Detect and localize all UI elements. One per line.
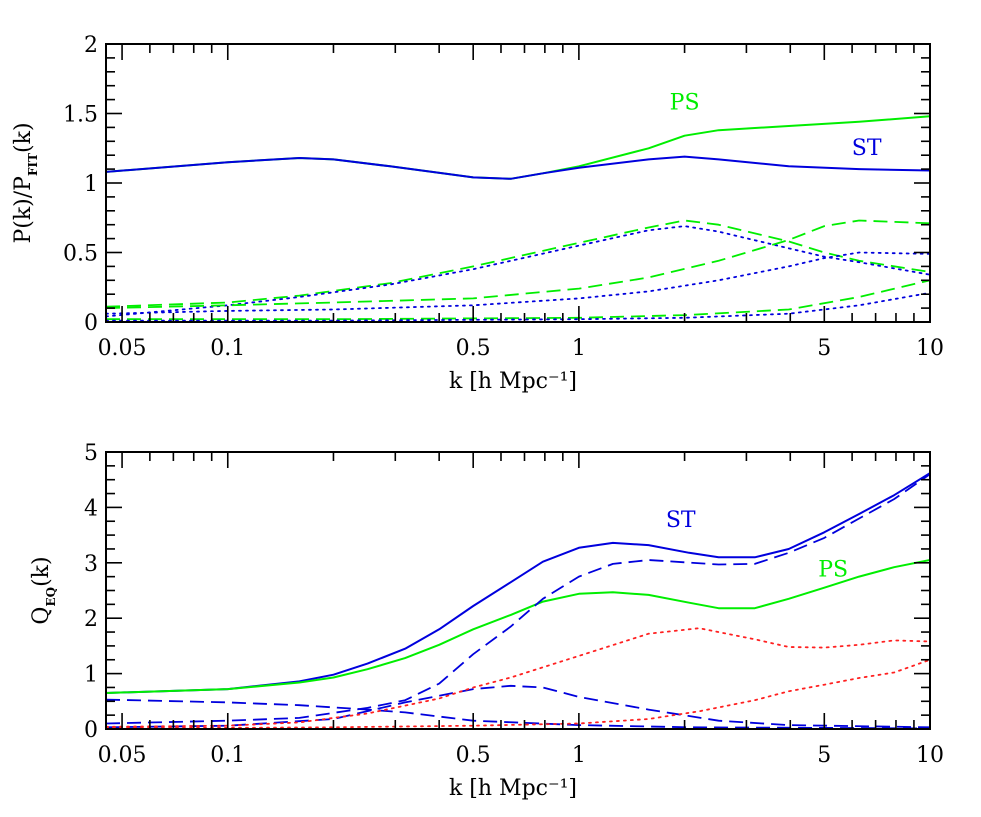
series-red-dotted-lower xyxy=(106,658,930,729)
x-tick-label: 1 xyxy=(572,336,586,361)
x-tick-label: 0.1 xyxy=(210,743,245,768)
series-st-dashed-declining xyxy=(106,698,930,729)
bottom-panel-qeq-plot: 0.05 0.1 0.5 1 5 10 0 1 2 3 4 5 k [h Mpc⁻¹] QEQ(k) ST P… xyxy=(29,441,944,801)
y-tick-label: 1.5 xyxy=(63,103,98,128)
top-panel-ratio-plot: 0.05 0.1 0.5 1 5 10 0 0.5 1 1.5 2 k [h Mpc⁻¹] P(k)/P… xyxy=(11,33,944,394)
series-st-total xyxy=(106,472,930,694)
series-group xyxy=(106,115,930,322)
series-st-dashed-rising xyxy=(106,473,930,725)
plot-frame xyxy=(105,451,931,730)
series-st-component-b xyxy=(106,251,930,315)
y-tick-label: 0.5 xyxy=(63,242,98,267)
y-tick-label: 2 xyxy=(84,33,98,58)
y-ticks xyxy=(106,451,930,730)
y-tick-label: 2 xyxy=(84,607,98,632)
y-tick-label: 0 xyxy=(84,718,98,743)
x-axis-title: k [h Mpc⁻¹] xyxy=(449,776,577,801)
series-ps-component-b xyxy=(106,219,930,309)
plot-frame xyxy=(105,43,931,323)
x-tick-label: 10 xyxy=(916,336,944,361)
y-ticks xyxy=(106,43,930,323)
series-ps-total xyxy=(106,115,930,180)
x-tick-label: 5 xyxy=(817,336,831,361)
series-ps-component-a xyxy=(106,219,930,308)
y-tick-label: 1 xyxy=(84,663,98,688)
x-tick-label: 0.5 xyxy=(456,336,491,361)
x-tick-label: 0.05 xyxy=(98,743,147,768)
x-axis-title: k [h Mpc⁻¹] xyxy=(449,369,577,394)
series-ps-component-c xyxy=(106,279,930,321)
series-st-component-a xyxy=(106,225,930,318)
y-axis-title: P(k)/PFIT(k) xyxy=(11,122,40,243)
x-tick-label: 5 xyxy=(817,743,831,768)
x-tick-label: 0.1 xyxy=(210,336,245,361)
series-label-ps: PS xyxy=(670,90,700,115)
y-tick-label: 4 xyxy=(84,496,98,521)
x-tick-label: 0.5 xyxy=(456,743,491,768)
series-label-ps: PS xyxy=(818,558,848,583)
series-red-dotted-upper xyxy=(106,627,930,728)
y-tick-label: 1 xyxy=(84,172,98,197)
x-tick-label: 0.05 xyxy=(98,336,147,361)
series-label-st: ST xyxy=(852,136,882,161)
x-tick-label: 1 xyxy=(572,743,586,768)
x-tick-label: 10 xyxy=(916,743,944,768)
y-tick-label: 5 xyxy=(84,441,98,466)
y-axis-title: QEQ(k) xyxy=(29,556,58,624)
series-st-total xyxy=(106,155,930,180)
x-ticks xyxy=(121,44,931,322)
series-st-dashed-bump xyxy=(106,684,930,729)
series-ps-total xyxy=(106,559,930,694)
series-group xyxy=(106,472,930,729)
series-label-st: ST xyxy=(666,508,696,533)
y-tick-label: 3 xyxy=(84,552,98,577)
y-tick-label: 0 xyxy=(84,311,98,336)
